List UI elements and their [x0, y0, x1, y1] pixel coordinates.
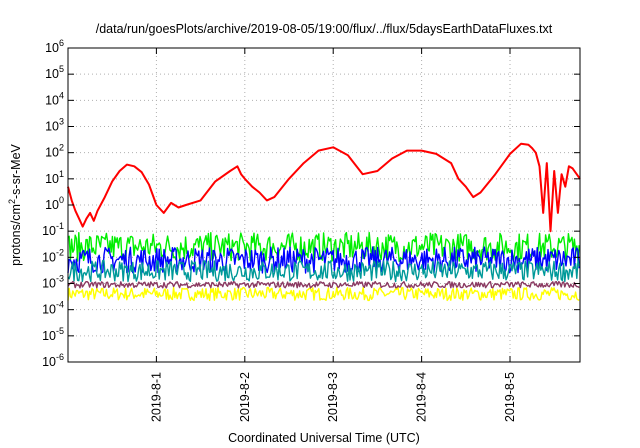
y-axis-label-sup: 2: [7, 199, 17, 204]
y-axis-label-rest: -s-sr-MeV: [9, 143, 23, 199]
x-tick-label: 2019-8-1: [149, 372, 163, 422]
y-axis-label: protons/cm2-s-sr-MeV: [7, 143, 23, 265]
y-tick-label: 10-5: [42, 326, 64, 343]
y-tick-label: 101: [45, 169, 64, 186]
series-line: [67, 259, 580, 283]
series-line: [67, 246, 580, 274]
plot-area: [67, 142, 581, 302]
y-tick-label: 100: [45, 195, 64, 212]
y-tick-label: 106: [45, 38, 64, 55]
x-tick-label: 2019-8-2: [238, 372, 252, 422]
y-axis-label-base: protons/cm: [9, 204, 23, 266]
y-ticks: 10-6 10-5 10-4 10-3 10-2 10-1 100 101 102 103 104 1…: [42, 38, 580, 369]
y-tick-label: 105: [45, 64, 64, 81]
grid: [68, 48, 580, 362]
series-line: [67, 142, 581, 233]
chart-title: /data/run/goesPlots/archive/2019-08-05/1…: [96, 22, 553, 36]
y-tick-label: 104: [45, 90, 64, 107]
series-line: [67, 231, 580, 262]
x-tick-label: 2019-8-5: [503, 372, 517, 422]
x-ticks: 2019-8-1 2019-8-2 2019-8-3 2019-8-4 2019-8-5: [149, 48, 517, 422]
y-tick-label: 10-6: [42, 352, 64, 369]
series-line: [67, 286, 580, 302]
x-tick-label: 2019-8-4: [415, 372, 429, 422]
x-tick-label: 2019-8-3: [326, 372, 340, 422]
y-tick-label: 103: [45, 117, 64, 134]
y-tick-label: 10-3: [42, 274, 64, 291]
x-axis-label: Coordinated Universal Time (UTC): [228, 431, 420, 445]
series-line: [67, 280, 580, 289]
y-tick-label: 10-2: [42, 247, 64, 264]
y-tick-label: 102: [45, 143, 64, 160]
y-tick-label: 10-4: [42, 300, 64, 317]
y-tick-label: 10-1: [42, 221, 64, 238]
